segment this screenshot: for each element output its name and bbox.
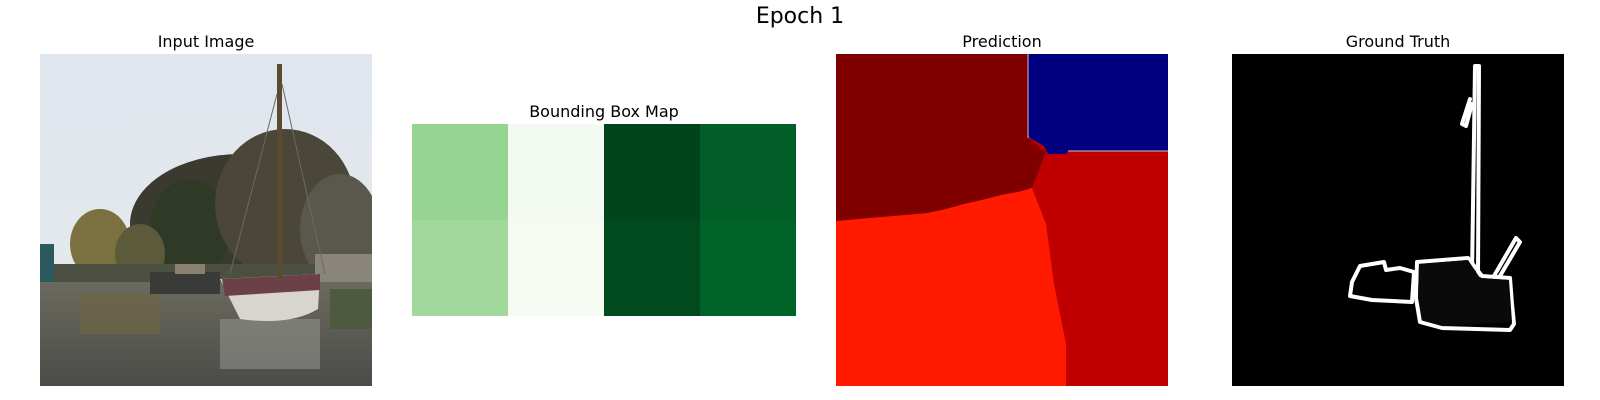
prediction-title: Prediction	[962, 32, 1042, 51]
gt-spar-outline	[1460, 97, 1474, 128]
bounding-box-map-title: Bounding Box Map	[529, 102, 679, 121]
gt-main-boat-outline	[1414, 256, 1516, 332]
bounding-box-map	[412, 124, 796, 316]
ground-truth-title: Ground Truth	[1345, 32, 1451, 51]
bbox-cell-r0-c1	[508, 124, 605, 221]
bbox-cell-r0-c2	[604, 124, 701, 221]
gt-left-boat-outline	[1348, 260, 1416, 304]
prediction-region-dark-red	[836, 54, 1046, 221]
bbox-cell-r1-c3	[700, 220, 796, 316]
ground-truth-mask	[1232, 54, 1564, 386]
gt-rigging-outline	[1492, 236, 1522, 278]
prediction-region-navy	[1028, 54, 1168, 154]
gt-mast-outline	[1470, 64, 1481, 278]
bbox-cell-r0-c0	[412, 124, 509, 221]
bbox-cell-r0-c3	[700, 124, 796, 221]
bbox-cell-r1-c1	[508, 220, 605, 316]
figure-title: Epoch 1	[755, 4, 845, 29]
input-image	[40, 54, 372, 386]
bbox-cell-r1-c2	[604, 220, 701, 316]
prediction-region-bright-red	[836, 188, 1066, 386]
input-image-title: Input Image	[157, 32, 255, 51]
bbox-cell-r1-c0	[412, 220, 509, 316]
prediction-map	[836, 54, 1168, 386]
